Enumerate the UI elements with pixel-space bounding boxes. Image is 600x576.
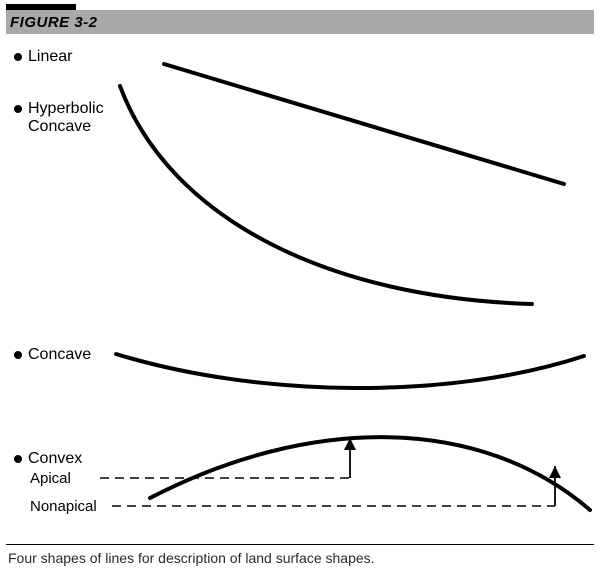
shapes-svg [0,34,600,554]
figure-title: FIGURE 3-2 [10,14,98,31]
caption-rule [6,544,594,545]
header-bar: FIGURE 3-2 [6,10,594,34]
figure-container: FIGURE 3-2 Linear Hyperbolic Concave Con… [0,0,600,576]
line-concave [116,354,584,388]
line-linear-exact [164,64,564,184]
arrow-apical [344,438,356,478]
line-hyperbolic-concave [120,86,532,304]
figure-caption: Four shapes of lines for description of … [8,550,375,566]
line-convex [150,437,590,510]
